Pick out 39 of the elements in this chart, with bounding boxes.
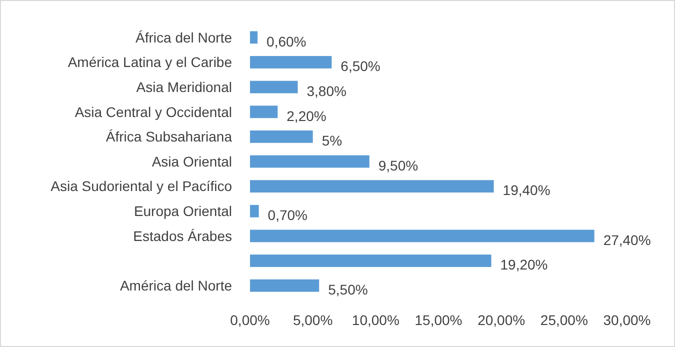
x-tick-label: 25,00% bbox=[540, 312, 588, 328]
bar bbox=[250, 130, 313, 143]
bar bbox=[250, 230, 594, 242]
y-tick-label: África Subsahariana bbox=[106, 128, 232, 145]
x-tick-label: 0,00% bbox=[230, 312, 270, 328]
data-label: 5,50% bbox=[328, 281, 368, 298]
data-label: 19,40% bbox=[502, 182, 550, 198]
y-tick-label: Asia Meridional bbox=[136, 78, 232, 95]
bar bbox=[250, 279, 320, 292]
data-label: 19,20% bbox=[500, 256, 548, 273]
data-label: 3,80% bbox=[306, 82, 346, 99]
y-tick-label: Asia Central y Occidental bbox=[74, 104, 232, 120]
bar bbox=[250, 204, 259, 218]
x-tick-label: 10,00% bbox=[352, 312, 400, 328]
data-label: 0,70% bbox=[268, 207, 308, 224]
y-tick-label: Estados Árabes bbox=[133, 228, 232, 244]
y-tick-label: Europa Oriental bbox=[134, 203, 232, 220]
y-tick-label: América Latina y el Caribe bbox=[68, 54, 232, 70]
bar bbox=[250, 254, 492, 267]
bar bbox=[250, 180, 494, 193]
y-tick-label: América del Norte bbox=[120, 277, 232, 294]
y-tick-label: Asia Sudoriental y el Pacífico bbox=[50, 178, 232, 194]
x-tick-label: 15,00% bbox=[414, 312, 462, 328]
x-tick-label: 20,00% bbox=[478, 312, 526, 328]
bar bbox=[250, 31, 258, 44]
bar bbox=[250, 80, 298, 94]
x-tick-label: 30,00% bbox=[603, 312, 651, 328]
data-label: 5% bbox=[322, 132, 342, 149]
data-label: 27,40% bbox=[603, 232, 651, 248]
data-label: 0,60% bbox=[266, 33, 306, 50]
data-label: 2,20% bbox=[286, 108, 326, 124]
data-label: 6,50% bbox=[340, 58, 380, 74]
bar bbox=[250, 106, 278, 118]
bar bbox=[250, 155, 370, 168]
y-tick-label: África del Norte bbox=[136, 29, 232, 46]
data-label: 9,50% bbox=[378, 157, 418, 174]
x-tick-label: 5,00% bbox=[292, 312, 333, 328]
bar bbox=[250, 56, 332, 68]
y-tick-label: Asia Oriental bbox=[152, 153, 232, 170]
